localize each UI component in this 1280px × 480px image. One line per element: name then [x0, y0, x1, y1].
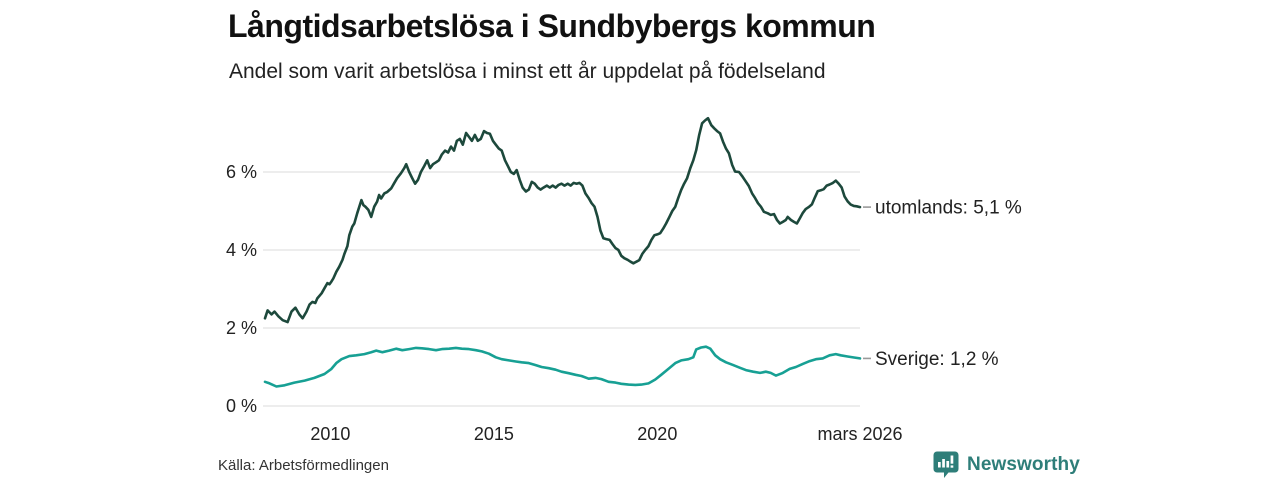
y-tick-label: 6 %: [226, 162, 257, 182]
exclamation-bar: [950, 455, 954, 464]
y-tick-label: 4 %: [226, 240, 257, 260]
series-line-Sverige: [263, 345, 862, 388]
series-line-utomlands: [263, 116, 862, 324]
series-label-Sverige: Sverige: 1,2 %: [875, 349, 999, 370]
newsworthy-icon: [933, 451, 959, 478]
bar-medium: [946, 461, 950, 468]
page-title: Långtidsarbetslösa i Sundbybergs kommun: [228, 8, 876, 44]
x-tick-label: mars 2026: [817, 424, 902, 444]
x-tick-label: 2015: [474, 424, 514, 444]
series-label-utomlands: utomlands: 5,1 %: [875, 198, 1022, 219]
y-axis-labels: 0 % 2 % 4 % 6 %: [226, 162, 257, 416]
series-end-labels: utomlands: 5,1 % Sverige: 1,2 %: [863, 198, 1022, 370]
gridlines: [263, 171, 860, 407]
bar-short: [938, 462, 941, 468]
y-tick-label: 0 %: [226, 396, 257, 416]
x-tick-label: 2020: [637, 424, 677, 444]
page-subtitle: Andel som varit arbetslösa i minst ett å…: [229, 60, 826, 83]
y-tick-label: 2 %: [226, 318, 257, 338]
exclamation-dot: [950, 465, 954, 468]
bar-tall: [942, 459, 945, 468]
x-tick-label: 2010: [310, 424, 350, 444]
series-lines: [263, 116, 862, 388]
brand-logo: Newsworthy: [933, 450, 1080, 480]
brand-name: Newsworthy: [967, 454, 1080, 475]
source-note: Källa: Arbetsförmedlingen: [218, 457, 389, 474]
x-axis-labels: 2010 2015 2020 mars 2026: [310, 424, 902, 444]
